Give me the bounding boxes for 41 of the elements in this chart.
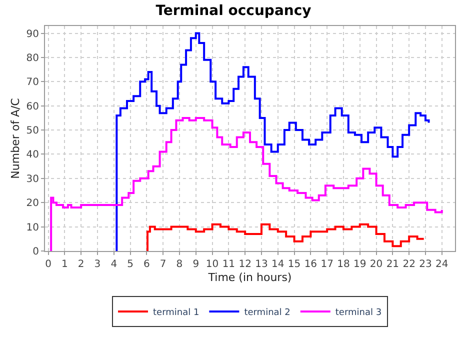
x-tick-label: 7 xyxy=(160,259,166,270)
x-tick-label: 17 xyxy=(320,259,334,270)
x-tick-label: 16 xyxy=(304,259,318,270)
x-axis-title: Time (in hours) xyxy=(207,271,292,284)
x-tick-label: 21 xyxy=(386,259,400,270)
x-tick-label: 8 xyxy=(176,259,183,270)
x-tick-label: 14 xyxy=(272,259,284,270)
y-tick-label: 90 xyxy=(26,28,39,40)
y-tick-label: 20 xyxy=(26,198,39,210)
y-tick-label: 50 xyxy=(26,126,39,137)
legend-label: terminal 1 xyxy=(153,308,200,318)
x-tick-label: 23 xyxy=(419,259,432,270)
x-tick-label: 5 xyxy=(127,259,134,270)
chart-title: Terminal occupancy xyxy=(156,2,312,19)
y-tick-label: 80 xyxy=(26,52,39,64)
x-tick-label: 13 xyxy=(255,259,268,270)
x-tick-label: 2 xyxy=(78,259,84,270)
x-tick-label: 0 xyxy=(45,259,52,270)
legend-label: terminal 3 xyxy=(335,308,382,318)
x-tick-label: 24 xyxy=(436,259,448,270)
x-tick-label: 4 xyxy=(110,259,118,270)
x-tick-label: 1 xyxy=(61,259,68,270)
legend-label: terminal 2 xyxy=(244,308,290,318)
x-tick-label: 12 xyxy=(238,259,252,270)
y-tick-label: 40 xyxy=(26,150,39,161)
x-tick-label: 22 xyxy=(402,259,416,270)
y-tick-label: 60 xyxy=(26,101,39,112)
x-tick-label: 18 xyxy=(337,259,350,270)
x-tick-label: 15 xyxy=(288,259,301,270)
x-tick-label: 3 xyxy=(94,259,101,270)
x-tick-label: 6 xyxy=(143,259,150,270)
x-tick-label: 9 xyxy=(192,259,200,270)
y-tick-label: 10 xyxy=(26,222,39,234)
y-tick-label: 0 xyxy=(32,246,39,258)
y-tick-label: 30 xyxy=(26,174,39,185)
y-axis-title: Number of A/C xyxy=(8,98,22,179)
x-tick-label: 19 xyxy=(354,259,366,270)
x-tick-label: 20 xyxy=(370,259,383,270)
x-tick-label: 11 xyxy=(222,259,236,270)
y-tick-label: 70 xyxy=(26,77,39,88)
x-tick-label: 10 xyxy=(206,259,219,270)
